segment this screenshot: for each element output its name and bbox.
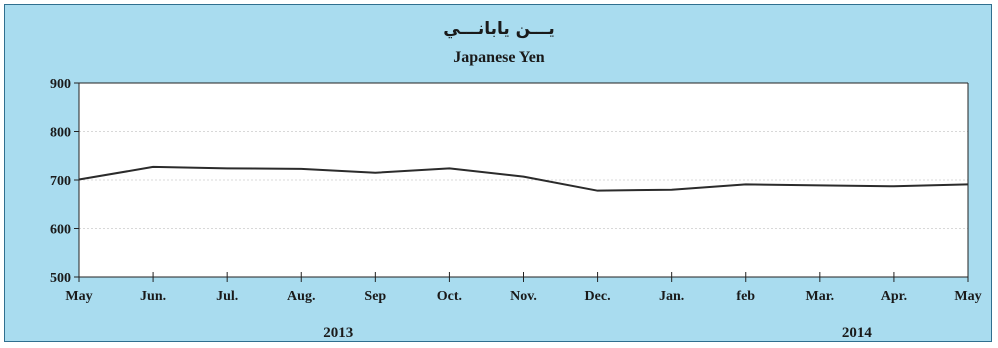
y-axis-ticks: 500 600 700 800 900 <box>50 77 79 286</box>
y-tick-label: 800 <box>50 126 71 141</box>
chart-frame: يـــن يابانـــي Japanese Yen 500 600 700 80… <box>4 4 992 342</box>
x-tick-label: Mar. <box>806 289 835 304</box>
x-tick-label: Jul. <box>216 289 238 304</box>
line-chart: 500 600 700 800 900 May Jun. Jul. Aug. Sep Oct. No… <box>5 5 993 343</box>
x-tick-label: Jan. <box>659 289 684 304</box>
x-tick-label: Jun. <box>140 289 166 304</box>
x-tick-label: May <box>954 289 981 304</box>
year-label: 2013 <box>323 325 353 341</box>
y-tick-label: 700 <box>50 174 71 189</box>
x-tick-label: Nov. <box>510 289 537 304</box>
y-tick-label: 500 <box>50 271 71 286</box>
year-labels: 2013 2014 <box>323 325 872 341</box>
year-label: 2014 <box>842 325 873 341</box>
x-tick-label: Oct. <box>437 289 462 304</box>
x-tick-label: Dec. <box>585 289 611 304</box>
x-tick-label: Aug. <box>287 289 315 304</box>
x-tick-label: feb <box>736 289 755 304</box>
y-tick-label: 600 <box>50 223 71 238</box>
x-tick-label: Apr. <box>881 289 907 304</box>
y-tick-label: 900 <box>50 77 71 92</box>
x-tick-label: May <box>65 289 92 304</box>
x-tick-label: Sep <box>364 289 386 304</box>
